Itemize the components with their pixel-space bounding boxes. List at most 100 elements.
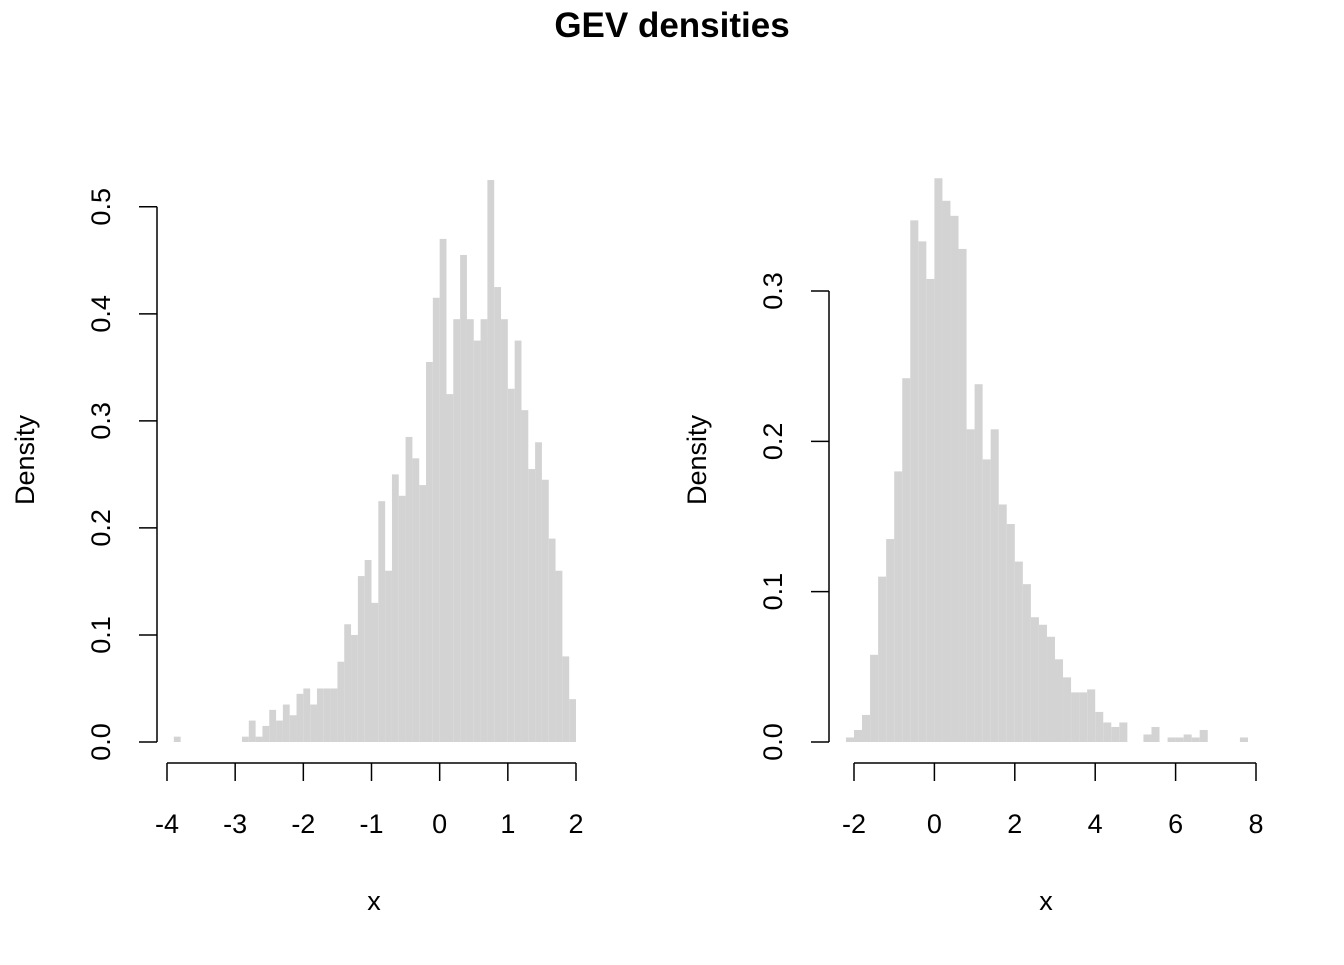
histogram-bar <box>357 576 365 742</box>
histogram-bar <box>934 178 943 742</box>
histogram-bar <box>398 495 406 742</box>
y-axis: 0.0 0.1 0.2 0.3 0.4 0.5 Density <box>10 188 158 761</box>
histogram-bar <box>535 442 542 742</box>
histogram-bar <box>412 458 420 742</box>
histogram-panel-left: -4 -3 -2 -1 0 1 2 x 0.0 0.1 0.2 0.3 0.4 0.5 Density <box>10 180 584 916</box>
x-axis: -2 0 2 4 6 8 x <box>842 762 1264 916</box>
y-axis-label: Density <box>682 414 712 505</box>
y-axis: 0.0 0.1 0.2 0.3 Density <box>682 272 830 761</box>
histogram-bar <box>460 254 467 742</box>
histogram-bar <box>344 624 352 742</box>
histogram-bar <box>1175 737 1184 742</box>
y-tick-label: 0.2 <box>86 509 116 547</box>
histogram-bar <box>473 340 481 742</box>
y-tick-label: 0.1 <box>86 616 116 654</box>
histogram-bar <box>1071 692 1080 742</box>
histogram-bar <box>310 704 317 742</box>
histogram-bar <box>419 485 427 742</box>
x-tick-label: -3 <box>223 809 247 839</box>
histogram-bar <box>1038 624 1047 742</box>
histogram-bar <box>966 429 975 742</box>
x-tick-label: -4 <box>155 809 179 839</box>
histogram-bar <box>269 709 277 742</box>
histogram-bar <box>521 410 529 742</box>
histogram-bar <box>1055 659 1064 742</box>
histogram-bar <box>282 704 290 742</box>
histogram-bar <box>1095 711 1104 742</box>
y-tick-label: 0.4 <box>86 295 116 333</box>
chart-title: GEV densities <box>554 6 789 45</box>
histogram-bars <box>173 180 576 743</box>
histogram-bar <box>958 248 967 743</box>
histogram-bar <box>562 656 570 742</box>
histogram-bar <box>371 602 379 742</box>
histogram-bar <box>1079 692 1088 742</box>
histogram-bar <box>1119 722 1128 742</box>
histogram-bar <box>289 715 297 742</box>
histogram-bar <box>337 661 345 742</box>
y-tick-label: 0.0 <box>758 723 788 761</box>
histogram-bar <box>378 501 386 742</box>
histogram-bar <box>439 238 447 742</box>
histogram-bar <box>1063 677 1072 742</box>
histogram-bar <box>982 459 991 742</box>
histogram-bar <box>1022 584 1031 742</box>
histogram-bar <box>548 538 556 742</box>
x-axis-label: x <box>1039 886 1053 916</box>
histogram-bar <box>514 340 522 742</box>
histogram-bar <box>248 720 256 742</box>
histogram-bars <box>845 178 1248 743</box>
y-tick-label: 0.3 <box>86 402 116 440</box>
histogram-bar <box>998 504 1007 742</box>
histogram-bar <box>926 278 935 742</box>
histogram-bar <box>974 384 983 742</box>
histogram-bar <box>323 688 331 742</box>
histogram-bar <box>296 693 304 742</box>
y-tick-label: 0.1 <box>758 573 788 611</box>
x-axis-label: x <box>367 886 381 916</box>
histogram-bar <box>902 378 911 742</box>
histogram-bar <box>494 287 502 742</box>
histogram-bar <box>255 736 263 742</box>
y-tick-label: 0.2 <box>758 423 788 461</box>
histogram-bar <box>878 576 887 742</box>
histogram-bar <box>446 394 454 742</box>
histogram-bar <box>453 319 461 742</box>
histogram-bar <box>487 180 495 743</box>
histogram-bar <box>541 479 549 742</box>
y-tick-label: 0.5 <box>86 188 116 226</box>
histogram-bar <box>173 736 181 742</box>
histogram-bar <box>1143 734 1152 742</box>
x-tick-label: 8 <box>1248 809 1263 839</box>
histogram-bar <box>854 729 863 742</box>
x-tick-label: -2 <box>842 809 866 839</box>
histogram-bar <box>330 688 338 742</box>
histogram-bar <box>480 319 488 742</box>
histogram-bar <box>886 539 895 742</box>
histogram-bar <box>316 688 324 742</box>
histogram-panel-right: -2 0 2 4 6 8 x 0.0 0.1 0.2 0.3 Density <box>682 178 1264 916</box>
histogram-bar <box>1103 722 1112 742</box>
x-axis: -4 -3 -2 -1 0 1 2 x <box>155 762 584 916</box>
y-axis-label: Density <box>10 414 40 505</box>
histogram-bar <box>262 725 270 742</box>
histogram-bar <box>426 362 433 742</box>
x-tick-label: 6 <box>1168 809 1183 839</box>
histogram-bar <box>894 471 903 742</box>
x-tick-label: 2 <box>1007 809 1022 839</box>
histogram-bar <box>385 570 392 742</box>
histogram-bar <box>528 469 536 742</box>
histogram-bar <box>241 736 249 742</box>
histogram-bar <box>950 215 959 743</box>
histogram-bar <box>1167 737 1176 742</box>
histogram-bar <box>276 720 283 742</box>
histogram-bar <box>1191 737 1200 742</box>
histogram-bar <box>1199 729 1208 742</box>
histogram-bar <box>942 200 951 742</box>
histogram-bar <box>507 388 515 742</box>
histogram-bar <box>1239 737 1248 742</box>
y-tick-label: 0.0 <box>86 723 116 761</box>
histogram-bar <box>870 654 879 742</box>
